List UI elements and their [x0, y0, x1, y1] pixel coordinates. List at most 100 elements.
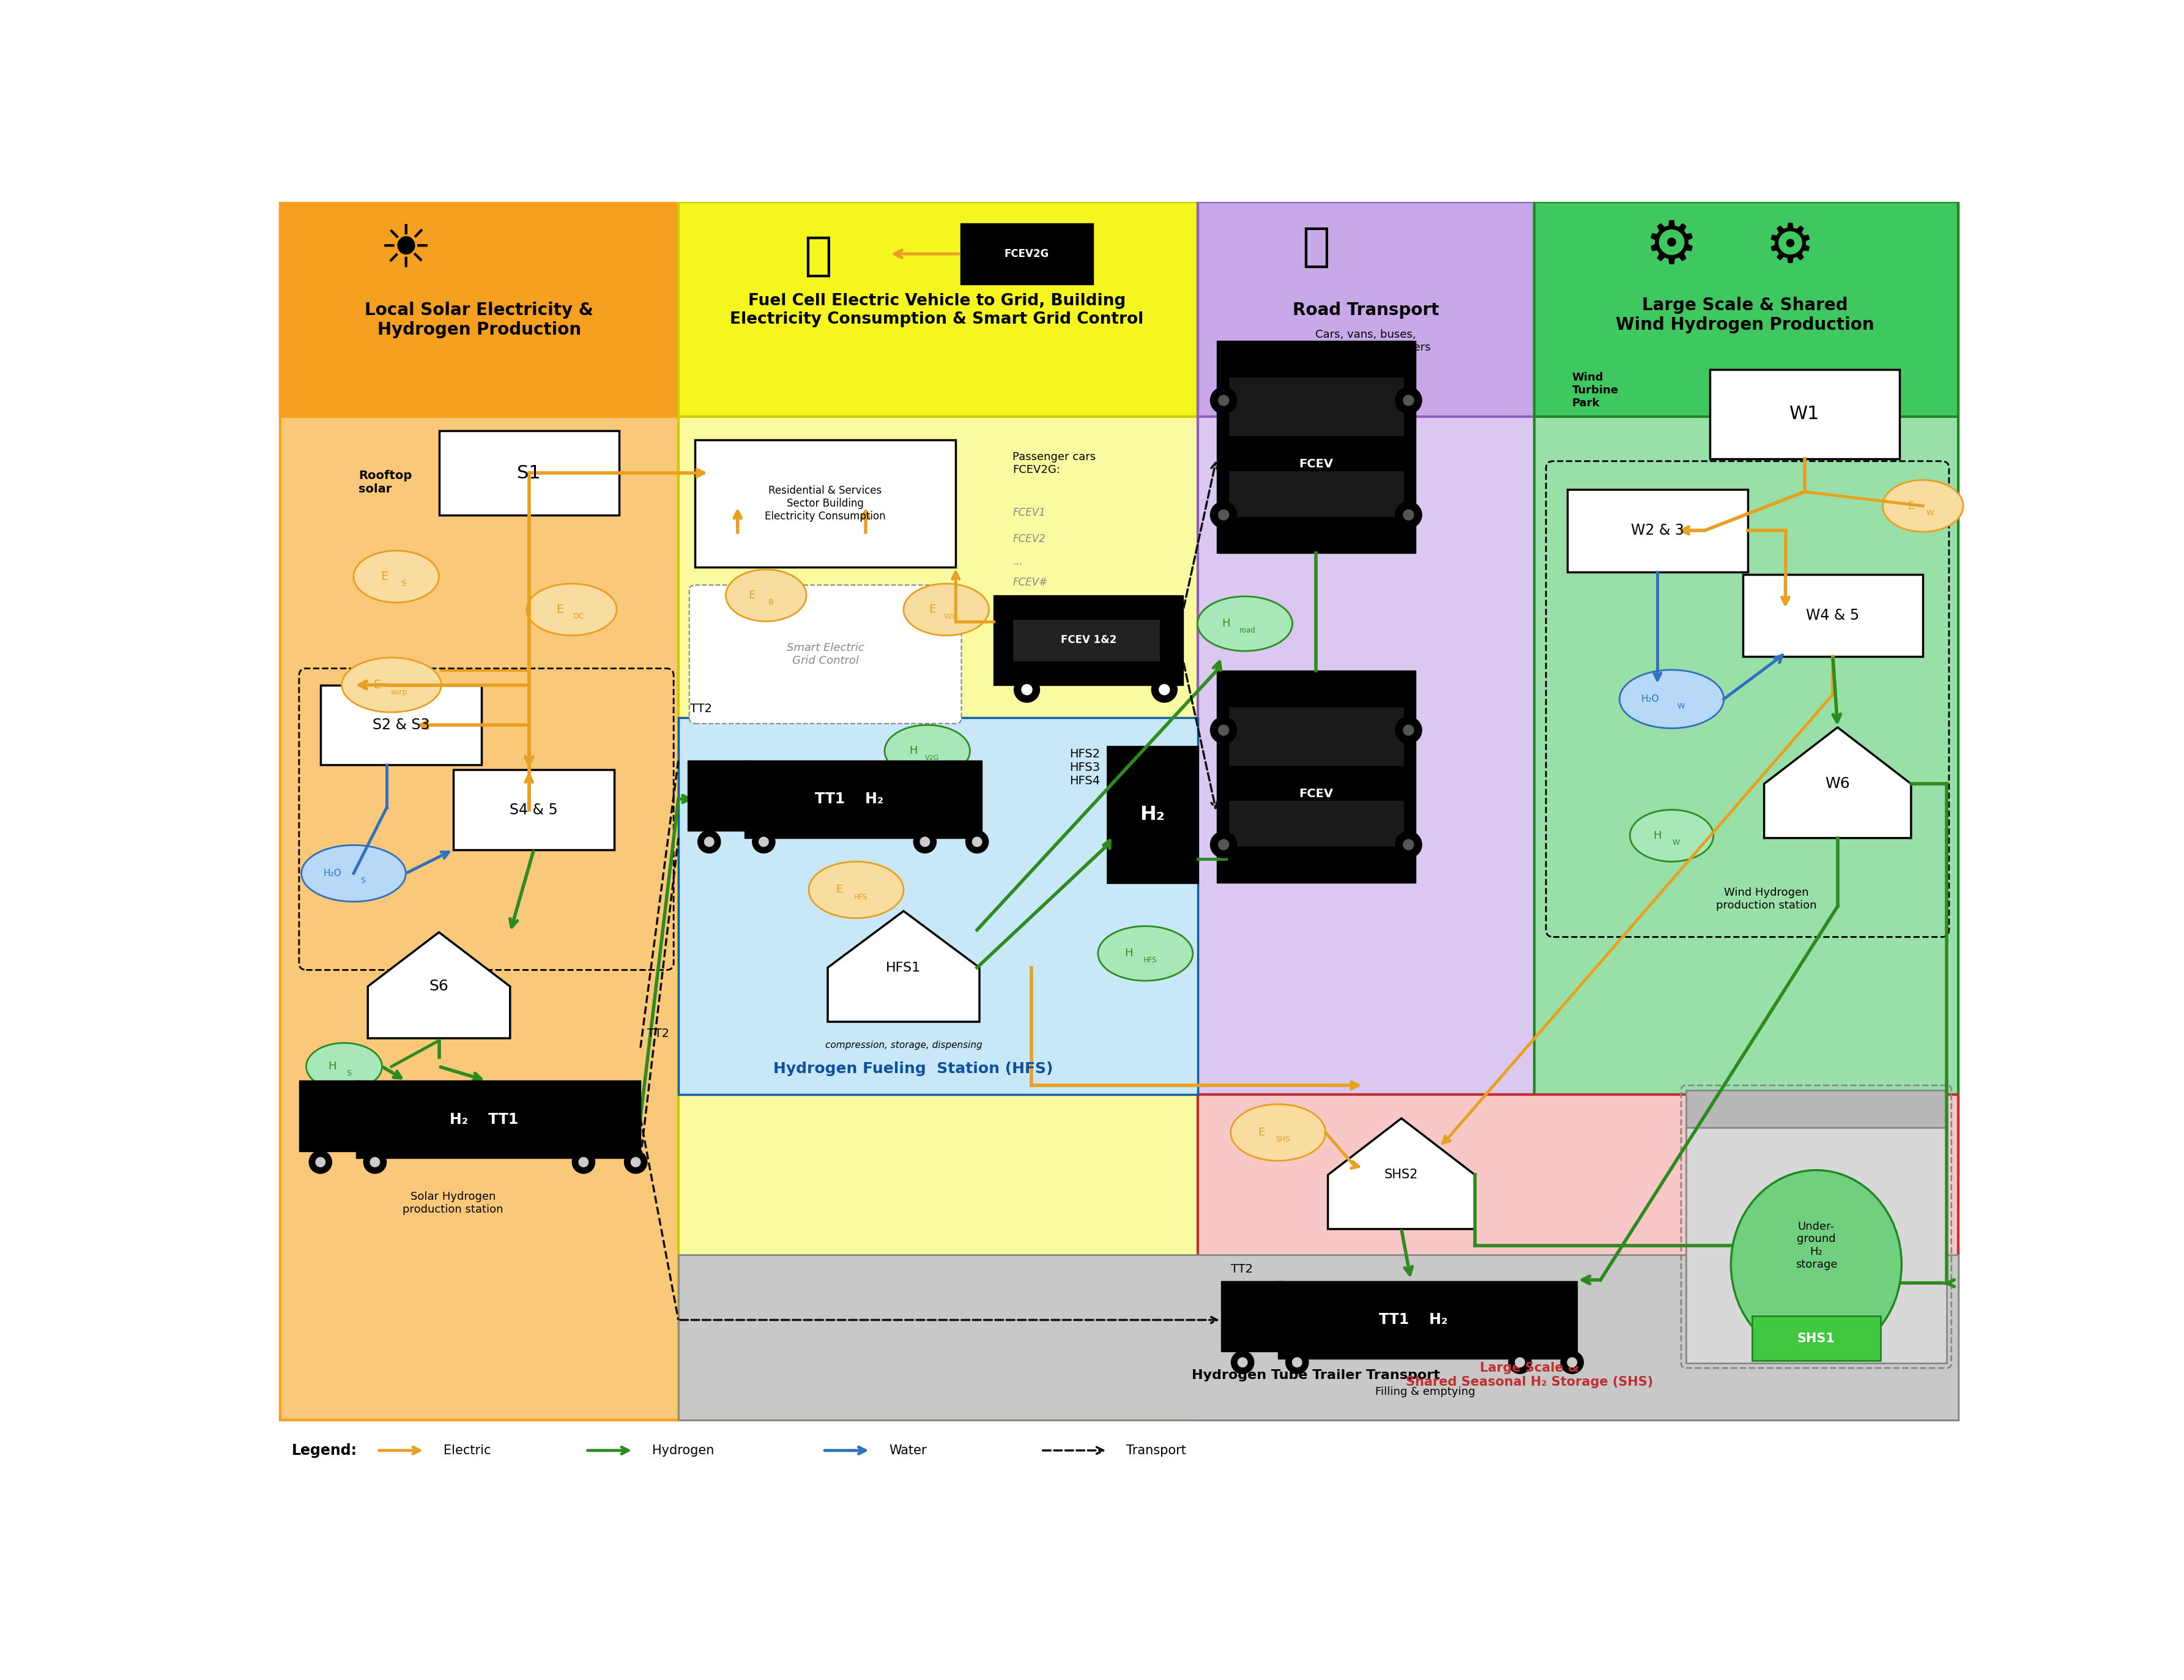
Ellipse shape: [904, 583, 989, 635]
Text: Solar Hydrogen
production station: Solar Hydrogen production station: [402, 1191, 505, 1215]
Text: S6: S6: [430, 979, 448, 995]
Text: H: H: [328, 1062, 336, 1072]
FancyBboxPatch shape: [1227, 800, 1404, 847]
Circle shape: [1232, 1351, 1254, 1374]
FancyBboxPatch shape: [1568, 489, 1747, 571]
Text: HFS: HFS: [854, 894, 867, 900]
Text: compression, storage, dispensing: compression, storage, dispensing: [826, 1040, 983, 1050]
Text: Electric: Electric: [443, 1445, 491, 1457]
Text: TT2: TT2: [646, 1028, 670, 1040]
FancyBboxPatch shape: [452, 769, 614, 850]
Text: TT2: TT2: [1232, 1263, 1254, 1275]
FancyBboxPatch shape: [1227, 707, 1404, 766]
FancyBboxPatch shape: [688, 761, 749, 832]
Text: W: W: [1673, 838, 1679, 847]
Circle shape: [572, 1151, 594, 1173]
FancyBboxPatch shape: [356, 1080, 640, 1159]
Text: Fuel Cell Electric Vehicle to Grid, Building
Electricity Consumption & Smart Gri: Fuel Cell Electric Vehicle to Grid, Buil…: [729, 294, 1144, 328]
Circle shape: [1238, 1357, 1247, 1368]
FancyBboxPatch shape: [679, 717, 1197, 1095]
FancyBboxPatch shape: [1013, 618, 1160, 662]
Circle shape: [705, 837, 714, 847]
Text: ⚙: ⚙: [1645, 218, 1699, 276]
Ellipse shape: [306, 1043, 382, 1090]
FancyBboxPatch shape: [679, 1255, 1959, 1420]
Circle shape: [1151, 677, 1177, 702]
Ellipse shape: [808, 862, 904, 919]
Ellipse shape: [885, 726, 970, 776]
Circle shape: [919, 837, 930, 847]
Circle shape: [1404, 726, 1413, 736]
FancyBboxPatch shape: [1216, 670, 1415, 882]
Circle shape: [625, 1151, 646, 1173]
Polygon shape: [828, 911, 978, 1021]
Text: Large Scale & Shared
Wind Hydrogen Production: Large Scale & Shared Wind Hydrogen Produ…: [1616, 297, 1874, 334]
Text: 🛣: 🛣: [1302, 223, 1330, 269]
Text: Rooftop
solar: Rooftop solar: [358, 470, 413, 496]
Text: Cars, vans, buses,
trucks & tractor trailers: Cars, vans, buses, trucks & tractor trai…: [1302, 329, 1431, 353]
Text: H: H: [1653, 830, 1662, 842]
Circle shape: [1404, 395, 1413, 405]
Text: SHS1: SHS1: [1797, 1332, 1835, 1344]
FancyBboxPatch shape: [679, 202, 1197, 1420]
Ellipse shape: [1883, 480, 1963, 533]
Polygon shape: [367, 932, 511, 1038]
Text: S4 & 5: S4 & 5: [509, 803, 557, 816]
Circle shape: [1286, 1351, 1308, 1374]
Text: S: S: [360, 877, 365, 884]
Text: Large Scale &
Shared Seasonal H₂ Storage (SHS): Large Scale & Shared Seasonal H₂ Storage…: [1406, 1362, 1653, 1388]
Circle shape: [1219, 840, 1230, 850]
Ellipse shape: [301, 845, 406, 902]
Circle shape: [1293, 1357, 1302, 1368]
FancyBboxPatch shape: [1533, 202, 1959, 1174]
FancyBboxPatch shape: [1278, 1280, 1577, 1359]
Text: FCEV: FCEV: [1299, 459, 1332, 470]
Text: W: W: [1677, 702, 1684, 711]
Text: Local Solar Electricity &
Hydrogen Production: Local Solar Electricity & Hydrogen Produ…: [365, 301, 594, 338]
Text: TT1    H₂: TT1 H₂: [815, 791, 882, 806]
FancyBboxPatch shape: [745, 761, 983, 838]
Ellipse shape: [1232, 1104, 1326, 1161]
Ellipse shape: [354, 551, 439, 603]
FancyBboxPatch shape: [695, 440, 957, 568]
Text: E: E: [836, 884, 843, 895]
FancyBboxPatch shape: [280, 202, 1959, 1420]
Text: Water: Water: [889, 1445, 926, 1457]
Circle shape: [371, 1158, 380, 1168]
Circle shape: [1562, 1351, 1583, 1374]
Text: H: H: [1125, 948, 1133, 959]
FancyBboxPatch shape: [1197, 202, 1533, 1095]
Circle shape: [1396, 502, 1422, 528]
Ellipse shape: [1197, 596, 1293, 652]
Circle shape: [1210, 502, 1236, 528]
Circle shape: [1404, 840, 1413, 850]
FancyBboxPatch shape: [1197, 202, 1533, 417]
Text: V2G: V2G: [943, 613, 959, 620]
Ellipse shape: [1732, 1171, 1902, 1359]
FancyBboxPatch shape: [280, 202, 679, 1420]
Circle shape: [1210, 717, 1236, 743]
Text: road: road: [1238, 627, 1256, 635]
Circle shape: [1396, 717, 1422, 743]
Text: DC: DC: [572, 613, 585, 620]
Text: Transport: Transport: [1127, 1445, 1186, 1457]
Text: ☀: ☀: [380, 223, 432, 281]
Circle shape: [1219, 395, 1230, 405]
Ellipse shape: [1629, 810, 1714, 862]
FancyBboxPatch shape: [1752, 1315, 1880, 1361]
FancyBboxPatch shape: [961, 223, 1094, 284]
FancyBboxPatch shape: [1710, 370, 1900, 459]
FancyBboxPatch shape: [1221, 1280, 1282, 1351]
Circle shape: [579, 1158, 587, 1168]
Circle shape: [965, 830, 989, 853]
Text: W6: W6: [1826, 776, 1850, 791]
FancyBboxPatch shape: [1743, 575, 1922, 657]
Text: E: E: [557, 603, 563, 615]
Circle shape: [363, 1151, 387, 1173]
Text: Hydrogen Fueling  Station (HFS): Hydrogen Fueling Station (HFS): [773, 1062, 1053, 1077]
Text: S1: S1: [518, 464, 542, 482]
Text: HFS1: HFS1: [887, 961, 922, 974]
Text: E: E: [749, 590, 756, 601]
Circle shape: [631, 1158, 640, 1168]
Text: E: E: [928, 605, 935, 615]
